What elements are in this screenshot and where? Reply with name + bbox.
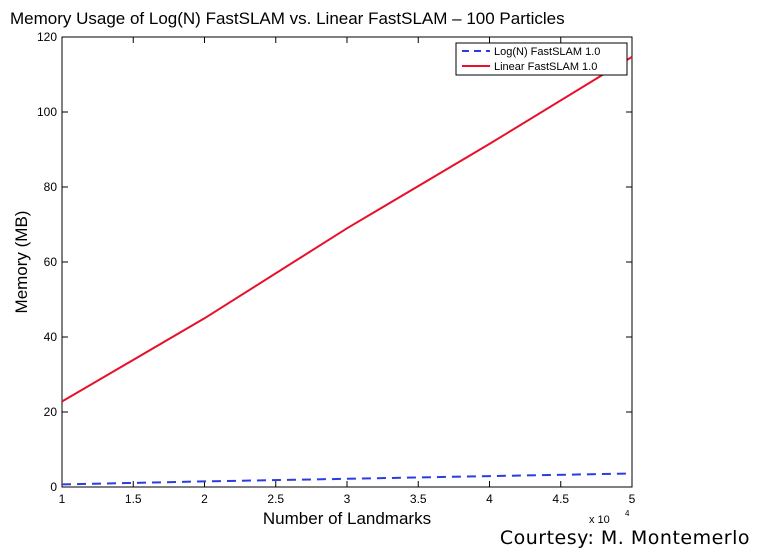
y-tick-label: 20 [44,405,58,419]
series-group [61,56,633,486]
x-axis-exponent: x 10 4 [589,509,630,526]
y-tick-label: 40 [44,330,58,344]
x-exponent-power: 4 [625,509,630,518]
plot-area [61,36,633,488]
x-tick-label: 2 [201,492,208,506]
legend-box [455,42,628,76]
x-tick-label: 3 [344,492,351,506]
x-axis: 1 1.5 2 2.5 3 3.5 4 4.5 5 [59,37,636,506]
y-axis: 0 20 40 60 80 100 120 [37,30,632,494]
y-tick-label: 120 [37,30,57,44]
y-tick-label: 100 [37,105,57,119]
x-tick-label: 3.5 [410,492,427,506]
plot-frame [61,36,633,488]
credit-text: Courtesy: M. Montemerlo [499,527,750,549]
x-tick-label: 1 [59,492,66,506]
x-tick-label: 2.5 [267,492,284,506]
y-tick-label: 80 [44,180,58,194]
x-tick-label: 5 [629,492,636,506]
chart-title: Memory Usage of Log(N) FastSLAM vs. Line… [10,9,565,28]
legend-label-log-n: Log(N) FastSLAM 1.0 [494,46,600,58]
legend-label-linear: Linear FastSLAM 1.0 [494,61,597,73]
legend: Log(N) FastSLAM 1.0 Linear FastSLAM 1.0 [455,42,628,76]
x-tick-label: 4 [486,492,493,506]
x-tick-label: 1.5 [125,492,142,506]
y-axis-label: Memory (MB) [12,211,31,314]
y-tick-label: 0 [50,480,57,494]
x-axis-label: Number of Landmarks [263,509,431,528]
y-tick-label: 60 [44,255,58,269]
series-line-log-n [61,472,633,486]
x-tick-label: 4.5 [552,492,569,506]
x-exponent-base: x 10 [589,514,610,526]
series-line-linear [61,56,633,403]
